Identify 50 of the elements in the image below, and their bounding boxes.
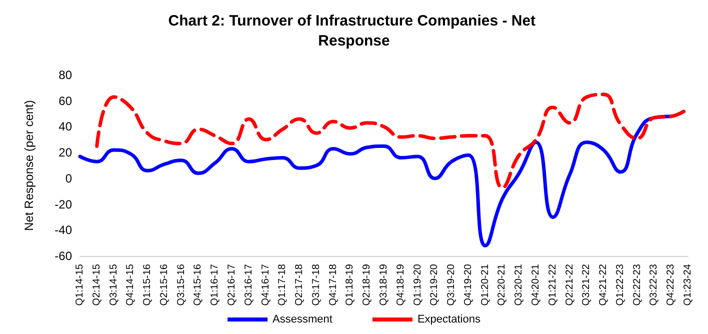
x-tick-label: Q3:21-22: [581, 264, 592, 306]
y-tick-label: 0: [65, 171, 72, 186]
x-tick-label: Q3:17-18: [310, 264, 322, 306]
x-tick-label: Q3:20-21: [514, 264, 525, 306]
y-axis-title: Net Response (per cent): [22, 100, 36, 231]
x-tick-label: Q2:15-16: [158, 264, 170, 306]
x-tick-label: Q3:19-20: [446, 264, 458, 306]
x-tick-label: Q2:14-15: [91, 264, 102, 306]
x-tick-label: Q4:18-19: [395, 264, 406, 306]
legend-label: Expectations: [417, 314, 481, 326]
x-tick-label: Q1:22-23: [614, 264, 626, 306]
x-tick-label: Q1:16-17: [210, 264, 221, 306]
x-tick-label: Q2:17-18: [294, 264, 306, 306]
x-tick-label: Q1:20-21: [480, 264, 491, 306]
x-tick-label: Q3:15-16: [176, 264, 187, 306]
x-tick-label: Q4:21-22: [598, 264, 610, 306]
y-tick-label: -20: [54, 197, 72, 212]
x-tick-label: Q1:19-20: [412, 264, 424, 306]
x-tick-label: Q4:17-18: [328, 264, 339, 306]
x-tick-label: Q3:16-17: [243, 264, 254, 306]
x-tick-label: Q3:14-15: [108, 264, 120, 306]
x-tick-label: Q1:14-15: [74, 264, 86, 306]
x-tick-label: Q4:15-16: [192, 264, 204, 306]
x-tick-label: Q4:22-23: [666, 264, 677, 306]
x-tick-label: Q2:19-20: [429, 264, 440, 306]
legend-label: Assessment: [272, 314, 332, 326]
x-tick-label: Q1:17-18: [277, 264, 288, 306]
x-tick-label: Q4:19-20: [462, 264, 474, 306]
x-tick-label: Q3:18-19: [378, 264, 390, 306]
x-tick-label: Q2:18-19: [362, 264, 373, 306]
y-tick-label: 20: [58, 146, 72, 160]
y-tick-label: 60: [58, 94, 72, 108]
y-tick-label: -60: [54, 249, 72, 263]
x-tick-label: Q1:23-24: [682, 264, 694, 306]
x-tick-label: Q4:16-17: [260, 264, 272, 306]
y-tick-label: 40: [58, 120, 72, 134]
x-tick-label: Q4:14-15: [125, 264, 136, 306]
x-tick-label: Q2:22-23: [632, 264, 643, 306]
x-tick-label: Q4:20-21: [530, 264, 542, 306]
x-tick-label: Q1:21-22: [547, 264, 558, 306]
x-tick-label: Q2:20-21: [496, 264, 508, 306]
x-tick-label: Q3:22-23: [648, 264, 660, 306]
y-tick-label: 80: [58, 68, 72, 82]
chart-title: Chart 2: Turnover of Infrastructure Companies - Net Response: [168, 12, 540, 50]
x-tick-label: Q2:21-22: [564, 264, 576, 306]
x-tick-label: Q1:15-16: [142, 264, 154, 306]
line-series: [78, 114, 673, 248]
y-tick-label: -40: [54, 223, 72, 238]
x-tick-label: Q2:16-17: [226, 264, 238, 306]
x-tick-label: Q1:18-19: [344, 264, 356, 306]
